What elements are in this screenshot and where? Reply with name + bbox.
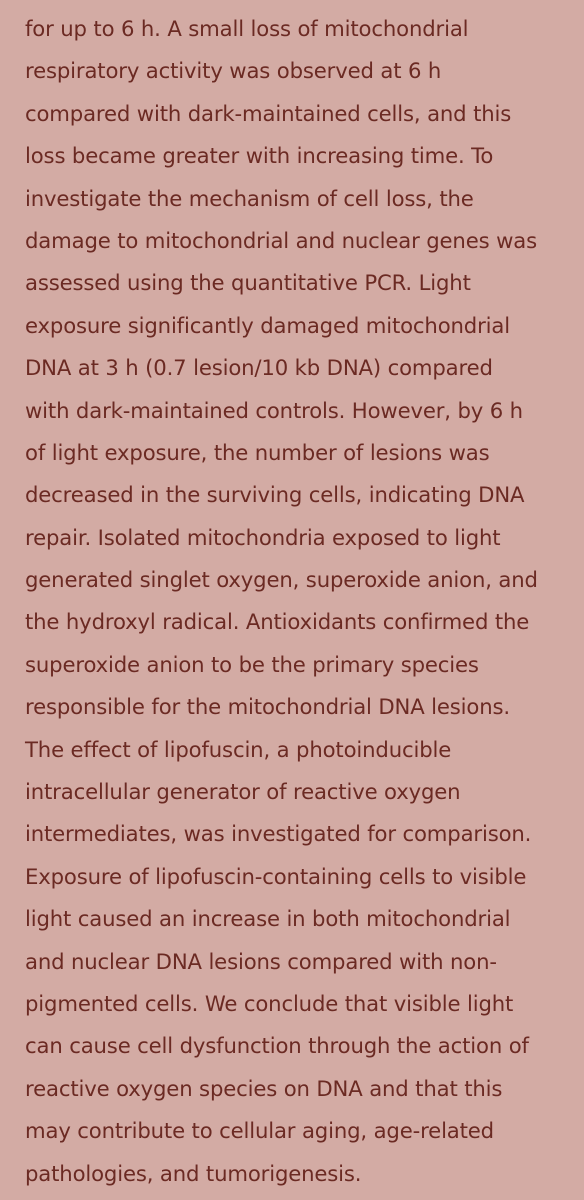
- text-line: compared with dark-maintained cells, and…: [25, 100, 512, 126]
- text-line: exposure significantly damaged mitochond…: [25, 312, 510, 338]
- text-line: assessed using the quantitative PCR. Lig…: [25, 270, 471, 296]
- text-line: reactive oxygen species on DNA and that …: [25, 1075, 503, 1101]
- text-line: pigmented cells. We conclude that visibl…: [25, 990, 514, 1016]
- text-line: for up to 6 h. A small loss of mitochond…: [25, 16, 469, 41]
- text-line: responsible for the mitochondrial DNA le…: [25, 694, 510, 720]
- text-line: superoxide anion to be the primary speci…: [25, 651, 479, 677]
- text-line: decreased in the surviving cells, indica…: [25, 482, 525, 508]
- text-line: with dark-maintained controls. However, …: [25, 397, 523, 423]
- text-line: loss became greater with increasing time…: [25, 143, 494, 169]
- text-line: damage to mitochondrial and nuclear gene…: [25, 227, 537, 253]
- text-line: Exposure of lipofuscin-containing cells …: [25, 863, 527, 889]
- text-line: and nuclear DNA lesions compared with no…: [25, 948, 497, 974]
- text-line: investigate the mechanism of cell loss, …: [25, 185, 474, 211]
- text-line: respiratory activity was observed at 6 h: [25, 58, 442, 84]
- text-line: may contribute to cellular aging, age-re…: [25, 1118, 494, 1144]
- text-line: can cause cell dysfunction through the a…: [25, 1033, 529, 1059]
- text-line: intracellular generator of reactive oxyg…: [25, 779, 461, 805]
- text-line: pathologies, and tumorigenesis.: [25, 1160, 362, 1186]
- text-line: of light exposure, the number of lesions…: [25, 439, 490, 465]
- text-line: the hydroxyl radical. Antioxidants confi…: [25, 609, 530, 635]
- text-line: light caused an increase in both mitocho…: [25, 906, 511, 932]
- text-line: generated singlet oxygen, superoxide ani…: [25, 567, 538, 593]
- text-line: The effect of lipofuscin, a photoinducib…: [25, 736, 452, 762]
- abstract-text: for up to 6 h. A small loss of mitochond…: [25, 8, 575, 1195]
- text-line: repair. Isolated mitochondria exposed to…: [25, 524, 501, 550]
- text-line: DNA at 3 h (0.7 lesion/10 kb DNA) compar…: [25, 355, 493, 381]
- text-line: intermediates, was investigated for comp…: [25, 821, 532, 847]
